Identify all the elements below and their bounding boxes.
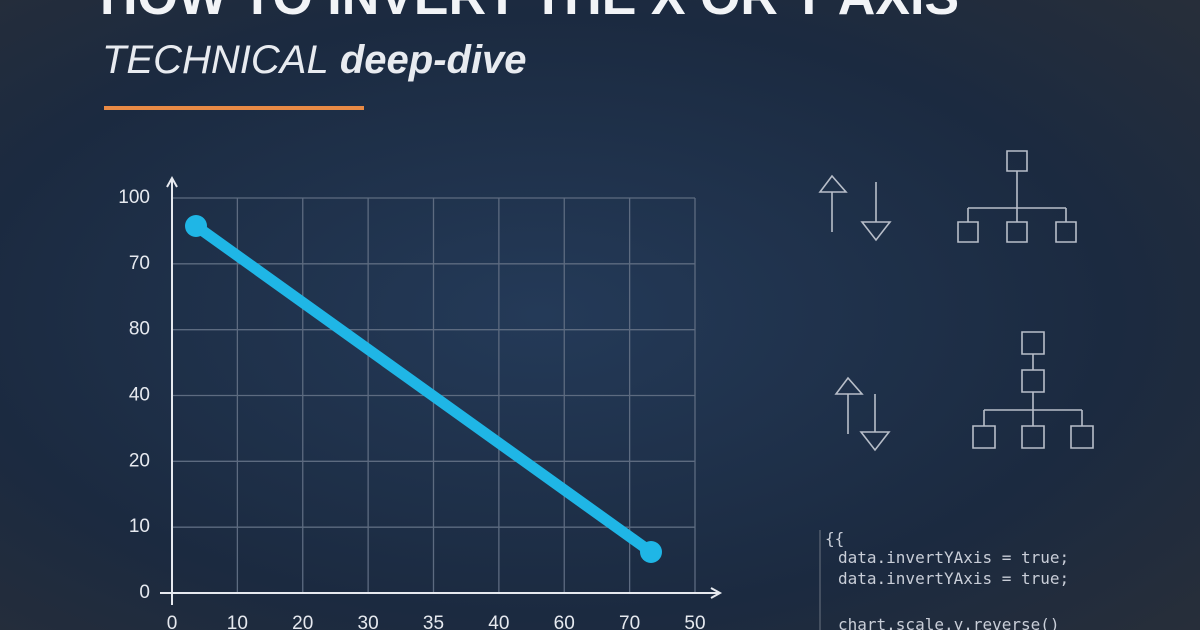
y-arrow — [166, 175, 178, 188]
y-tick-label: 40 — [129, 385, 150, 406]
arrow-up-icon — [834, 376, 864, 434]
code-line: data.invertYAxis = true; — [838, 569, 1069, 588]
grid — [172, 197, 696, 593]
x-tick-label: 30 — [358, 613, 379, 630]
x-tick-label: 20 — [292, 613, 313, 630]
x-tick-label: 0 — [167, 613, 178, 630]
arrow-down-icon — [860, 182, 892, 242]
code-line: data.invertYAxis = true; — [838, 548, 1069, 567]
trend-line — [190, 220, 657, 558]
arrow-down-icon — [859, 394, 891, 452]
code-line: {{ — [825, 529, 844, 548]
subtitle-bold: deep-dive — [340, 38, 527, 82]
code-snippet: {{data.invertYAxis = true;data.invertYAx… — [825, 529, 1069, 630]
y-tick-label: 80 — [129, 319, 150, 340]
tree-icon — [972, 331, 1094, 449]
x-tick-label: 40 — [488, 613, 509, 630]
point — [185, 215, 207, 237]
icons — [818, 150, 1094, 452]
y-tick-label: 0 — [139, 582, 150, 603]
subtitle-light: TECHNICAL — [102, 38, 329, 82]
title: HOW TO INVERT THE X OR Y AXIS — [100, 0, 959, 26]
y-tick-label: 100 — [118, 187, 150, 208]
x-tick-label: 10 — [227, 613, 248, 630]
x-tick-label: 35 — [423, 613, 444, 630]
arrow-up-icon — [818, 174, 848, 232]
tree-icon — [957, 150, 1077, 243]
accent-rule — [104, 106, 364, 110]
x-tick-label: 70 — [619, 613, 640, 630]
x-tick-label: 60 — [554, 613, 575, 630]
point — [640, 541, 662, 563]
y-tick-label: 10 — [129, 516, 150, 537]
y-tick-label: 20 — [129, 450, 150, 471]
x-arrow — [710, 587, 723, 599]
y-tick-label: 70 — [129, 253, 150, 274]
x-tick-label: 50 — [684, 613, 705, 630]
code-line: chart.scale.y.reverse() — [838, 615, 1060, 630]
subtitle: TECHNICAL deep-dive — [102, 38, 527, 82]
